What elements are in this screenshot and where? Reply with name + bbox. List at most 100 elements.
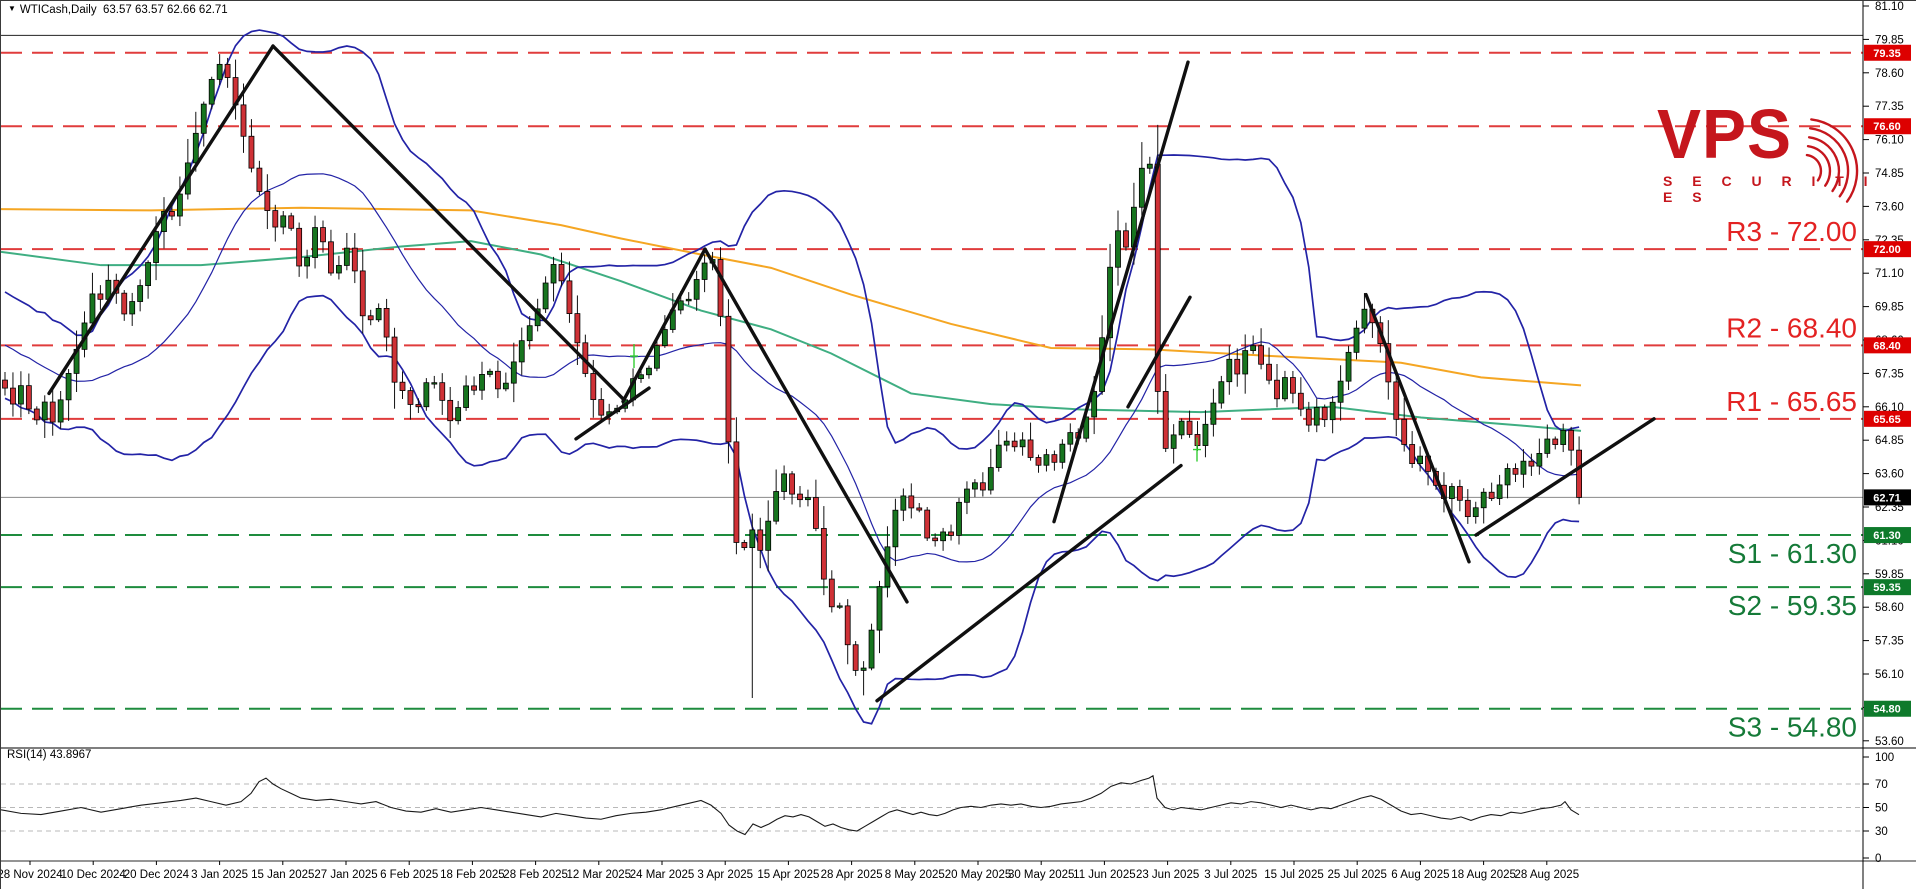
date-label: 3 Jan 2025 [191,869,248,881]
candle [646,367,652,376]
price-tag: 79.35 [1864,44,1911,61]
candle [789,473,795,495]
price-tag: 54.80 [1864,700,1911,717]
candle [749,529,756,548]
candle [1449,486,1455,499]
bb-lower [4,294,1580,725]
price-tick-label: 77.35 [1875,101,1904,113]
svg-text:54.80: 54.80 [1873,704,1901,716]
candle [1393,381,1400,420]
candle [987,467,994,491]
date-label: 25 Jul 2025 [1327,869,1386,881]
price-tick-label: 63.60 [1875,469,1904,481]
rsi-pane [1,747,1916,862]
candle [399,381,406,392]
symbol-name: WTICash,Daily [19,4,97,16]
date-label: 23 Jun 2025 [1136,869,1199,881]
date-label: 28 Aug 2025 [1515,869,1580,881]
candle [137,285,144,302]
candle [1027,439,1034,458]
candle [940,531,946,542]
candle [328,241,334,274]
candle [1528,460,1535,467]
trendline [1364,292,1471,564]
candle [25,385,32,410]
candle [1464,499,1471,518]
date-label: 28 Apr 2025 [821,869,883,881]
candle [1035,457,1042,466]
price-tick-label: 64.85 [1875,435,1904,447]
candle [1003,440,1010,446]
svg-text:62.71: 62.71 [1873,492,1901,504]
candle [280,215,287,228]
support-label: S2 - 59.35 [1728,590,1857,621]
candle [741,542,748,548]
candle [1250,345,1257,351]
rsi-indicator-label: RSI(14) 43.8967 [7,749,92,761]
candle [1186,420,1193,435]
price-tick-label: 73.60 [1875,201,1904,213]
candle [224,63,231,78]
trendline [875,463,1183,703]
price-tick-label: 76.10 [1875,135,1904,147]
symbol-ohlc: 63.57 63.57 62.66 62.71 [103,4,228,16]
candle [590,373,597,400]
date-label: 20 May 2025 [945,869,1012,881]
candle [733,441,740,543]
candle [1488,491,1495,499]
candle [1504,468,1511,486]
trendline [621,247,707,404]
candle [757,529,764,551]
price-tag: 62.71 [1864,489,1911,506]
trendlines[interactable] [47,44,1656,703]
candle [868,629,875,669]
candle [1210,402,1217,425]
rsi-tick-label: 50 [1875,803,1888,815]
candle [598,399,605,416]
candle [57,399,64,423]
candle [677,300,684,311]
date-label: 6 Feb 2025 [380,869,438,881]
date-label: 8 May 2025 [885,869,945,881]
candle [773,491,780,522]
trendline [1126,295,1192,409]
rsi-tick-label: 30 [1875,826,1888,838]
candle [1178,420,1185,436]
candle [964,488,970,503]
candle [1162,391,1169,449]
svg-text:65.65: 65.65 [1873,414,1901,426]
rsi-tick-label: 0 [1875,853,1881,865]
candle [272,210,279,228]
candle [1321,406,1328,421]
date-label: 20 Dec 2024 [124,869,190,881]
support-label: S1 - 61.30 [1728,538,1857,569]
candle [248,135,255,169]
candle [638,374,644,380]
candle [1067,432,1074,445]
doji-marker [630,344,638,369]
candle [654,345,660,369]
candle [1345,351,1352,382]
price-tick-label: 71.10 [1875,268,1904,280]
candle [296,227,303,267]
price-tick-label: 81.10 [1875,1,1904,13]
candle [1401,418,1408,445]
chevron-down-icon[interactable]: ▼ [8,4,16,13]
candle [908,495,915,509]
candle [97,293,104,300]
candle [916,507,923,511]
trendline [1474,417,1656,537]
candle [1091,391,1098,418]
support-resistance-lines[interactable] [1,34,1863,710]
candle [1043,454,1050,466]
price-tag: 76.60 [1864,118,1911,135]
candle [1313,406,1320,426]
candle [1544,438,1551,454]
date-label: 11 Jun 2025 [1073,869,1135,881]
candle [439,382,446,401]
trendline [1052,60,1190,524]
date-label: 3 Apr 2025 [697,869,753,881]
rsi-line [1,774,1580,836]
